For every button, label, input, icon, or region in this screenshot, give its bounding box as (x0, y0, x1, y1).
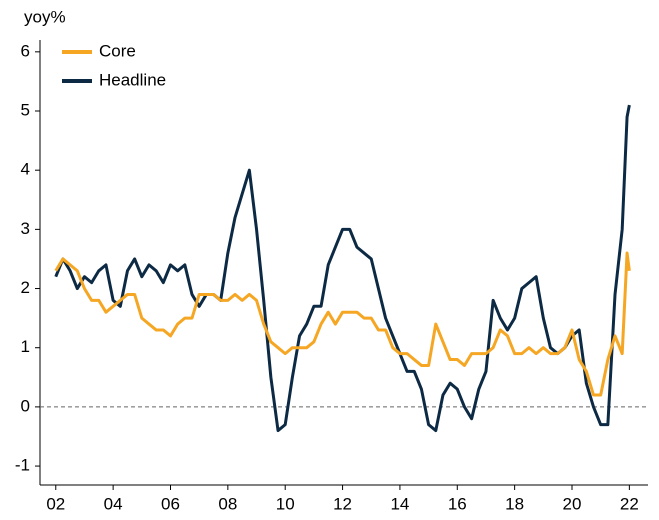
x-tick-label: 14 (390, 494, 409, 513)
y-tick-label: 2 (21, 278, 30, 297)
x-tick-label: 08 (218, 494, 237, 513)
y-tick-label: -1 (15, 456, 30, 475)
x-tick-label: 02 (46, 494, 65, 513)
series-line (54, 251, 631, 397)
x-tick-label: 04 (104, 494, 123, 513)
x-tick-label: 18 (505, 494, 524, 513)
y-tick-label: 4 (21, 160, 30, 179)
x-tick-label: 16 (448, 494, 467, 513)
y-axis-label: yoy% (24, 7, 66, 26)
legend-label: Headline (99, 70, 166, 89)
x-tick-label: 20 (563, 494, 582, 513)
x-tick-label: 10 (276, 494, 295, 513)
y-tick-label: 5 (21, 100, 30, 119)
y-tick-label: 1 (21, 337, 30, 356)
series-line (54, 104, 631, 433)
y-tick-label: 0 (21, 396, 30, 415)
x-tick-label: 22 (620, 494, 639, 513)
legend-label: Core (99, 41, 136, 60)
y-tick-label: 3 (21, 219, 30, 238)
x-tick-label: 12 (333, 494, 352, 513)
y-tick-label: 6 (21, 41, 30, 60)
x-tick-label: 06 (161, 494, 180, 513)
